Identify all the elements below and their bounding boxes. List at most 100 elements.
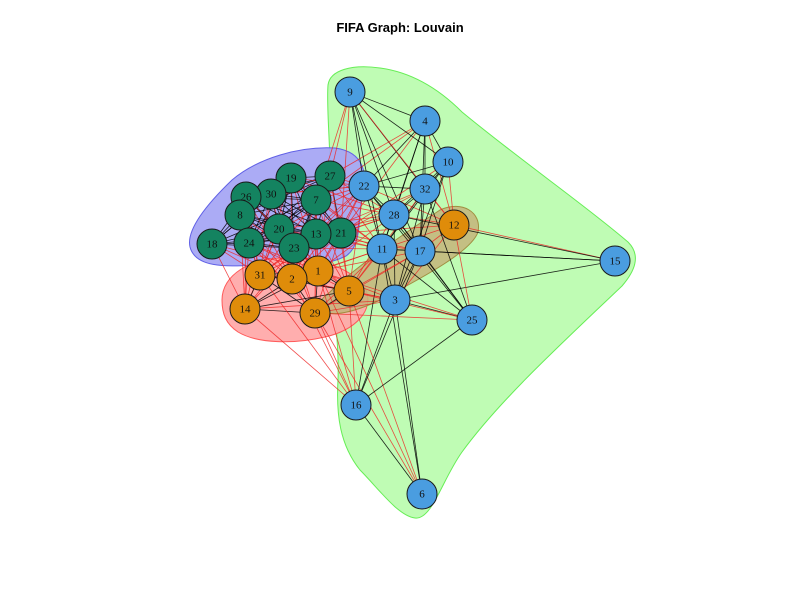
node-circle-6 — [406, 478, 438, 510]
node-label-10: 10 — [443, 157, 455, 169]
edge-16-31 — [259, 274, 357, 406]
node-23[interactable]: 23 — [278, 232, 310, 264]
node-17[interactable]: 17 — [404, 235, 436, 267]
edge-4-21 — [340, 120, 426, 234]
edge-25-29 — [314, 312, 473, 321]
node-label-16: 16 — [351, 400, 363, 412]
node-6[interactable]: 6 — [406, 478, 438, 510]
edge-12-25 — [453, 224, 473, 321]
node-circle-14 — [229, 293, 261, 325]
node-label-8: 8 — [237, 210, 243, 222]
node-11[interactable]: 11 — [366, 233, 398, 265]
node-16[interactable]: 16 — [340, 389, 372, 421]
node-9[interactable]: 9 — [334, 76, 366, 108]
edge-17-29 — [314, 250, 421, 314]
edge-5-22 — [348, 185, 365, 292]
node-label-4: 4 — [422, 116, 428, 128]
node-29[interactable]: 29 — [299, 297, 331, 329]
node-circle-28 — [378, 199, 410, 231]
node-label-31: 31 — [255, 270, 266, 282]
node-label-26: 26 — [241, 192, 253, 204]
edge-7-18 — [211, 199, 317, 245]
node-13[interactable]: 13 — [300, 218, 332, 250]
edge-15-17 — [419, 250, 616, 262]
node-32[interactable]: 32 — [409, 173, 441, 205]
edge-11-25 — [381, 248, 473, 321]
node-label-9: 9 — [347, 87, 353, 99]
node-label-11: 11 — [377, 244, 388, 256]
node-31[interactable]: 31 — [244, 259, 276, 291]
node-label-32: 32 — [420, 184, 431, 196]
edge-15-28 — [393, 214, 616, 262]
edge-1-6 — [317, 270, 423, 495]
edge-2-16 — [291, 278, 357, 406]
edge-9-28 — [349, 91, 395, 216]
node-circle-13 — [300, 218, 332, 250]
node-4[interactable]: 4 — [409, 105, 441, 137]
edge-10-11 — [381, 161, 449, 250]
node-circle-16 — [340, 389, 372, 421]
node-label-28: 28 — [389, 210, 401, 222]
node-label-24: 24 — [244, 238, 256, 250]
edge-9-10 — [349, 91, 449, 163]
node-label-1: 1 — [315, 266, 321, 278]
edge-12-15 — [453, 224, 616, 262]
edge-3-16 — [355, 299, 396, 406]
edge-3-15 — [394, 260, 616, 301]
node-27[interactable]: 27 — [314, 160, 346, 192]
node-1[interactable]: 1 — [302, 255, 334, 287]
node-22[interactable]: 22 — [348, 170, 380, 202]
node-circle-32 — [409, 173, 441, 205]
node-label-30: 30 — [266, 189, 278, 201]
node-circle-4 — [409, 105, 441, 137]
node-label-7: 7 — [313, 195, 319, 207]
edge-1-17 — [317, 250, 421, 272]
node-30[interactable]: 30 — [255, 178, 287, 210]
edge-1-16 — [317, 270, 357, 406]
node-label-12: 12 — [449, 220, 460, 232]
node-8[interactable]: 8 — [224, 199, 256, 231]
node-2[interactable]: 2 — [276, 263, 308, 295]
node-14[interactable]: 14 — [229, 293, 261, 325]
node-circle-27 — [314, 160, 346, 192]
node-label-27: 27 — [325, 171, 337, 183]
edge-16-17 — [355, 250, 421, 406]
edge-10-17 — [419, 161, 449, 252]
node-24[interactable]: 24 — [233, 227, 265, 259]
node-5[interactable]: 5 — [333, 275, 365, 307]
node-label-14: 14 — [240, 304, 252, 316]
edge-6-16 — [355, 404, 423, 495]
edge-3-6 — [394, 299, 423, 495]
node-label-20: 20 — [274, 224, 286, 236]
node-label-23: 23 — [289, 243, 301, 255]
node-15[interactable]: 15 — [599, 245, 631, 277]
node-12[interactable]: 12 — [438, 209, 470, 241]
node-circle-17 — [404, 235, 436, 267]
node-circle-5 — [333, 275, 365, 307]
node-label-2: 2 — [289, 274, 295, 286]
edge-5-14 — [244, 290, 350, 310]
node-18[interactable]: 18 — [196, 228, 228, 260]
node-label-13: 13 — [311, 229, 323, 241]
node-circle-11 — [366, 233, 398, 265]
edge-25-32 — [424, 188, 473, 321]
node-circle-7 — [300, 184, 332, 216]
node-label-21: 21 — [336, 228, 347, 240]
node-7[interactable]: 7 — [300, 184, 332, 216]
chart-title: FIFA Graph: Louvain — [336, 20, 464, 35]
edge-5-25 — [348, 290, 473, 321]
node-circle-25 — [456, 304, 488, 336]
edge-9-22 — [349, 91, 365, 187]
edge-9-17 — [349, 91, 421, 252]
node-circle-8 — [224, 199, 256, 231]
node-circle-15 — [599, 245, 631, 277]
node-label-22: 22 — [359, 181, 370, 193]
node-25[interactable]: 25 — [456, 304, 488, 336]
edge-9-12 — [349, 91, 455, 226]
node-label-17: 17 — [415, 246, 427, 258]
edge-25-28 — [393, 214, 473, 321]
node-28[interactable]: 28 — [378, 199, 410, 231]
node-3[interactable]: 3 — [379, 284, 411, 316]
node-10[interactable]: 10 — [432, 146, 464, 178]
